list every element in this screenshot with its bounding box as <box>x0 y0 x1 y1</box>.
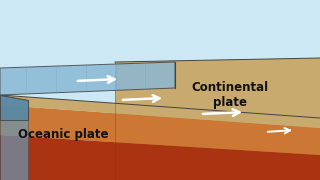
Polygon shape <box>115 58 320 180</box>
Polygon shape <box>0 105 320 155</box>
Polygon shape <box>0 95 320 128</box>
Polygon shape <box>0 135 320 180</box>
Text: Continental
plate: Continental plate <box>191 81 268 109</box>
Text: Oceanic plate: Oceanic plate <box>18 128 108 141</box>
Polygon shape <box>0 95 28 180</box>
Polygon shape <box>0 95 28 120</box>
Polygon shape <box>0 62 175 95</box>
